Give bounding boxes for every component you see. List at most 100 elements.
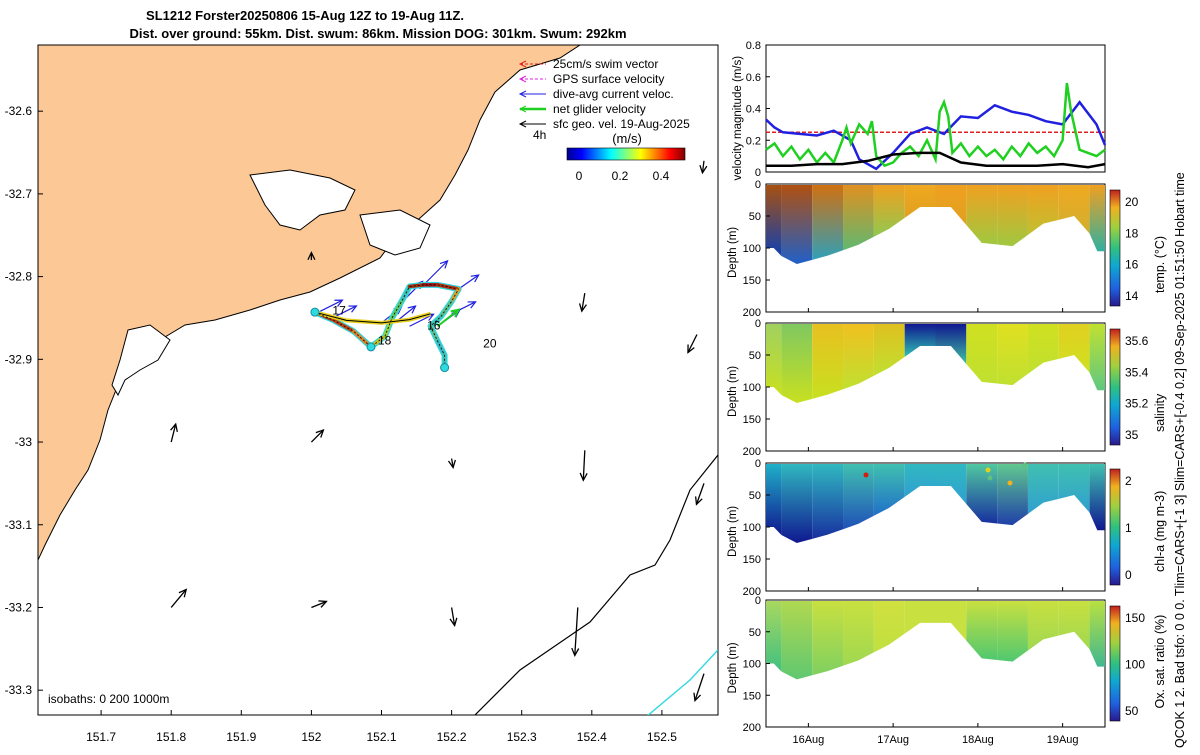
isobath-200 [474,454,718,715]
chl-speckle-3 [863,472,869,478]
sec2-ytick-1: 50 [749,490,761,502]
map-xtick-8: 152.5 [647,730,677,744]
sec1-cbar-tick-0: 35 [1125,428,1139,442]
day-label-16: 16 [427,319,441,333]
sec0-cbar-tick-3: 20 [1125,195,1139,209]
date-tick-0: 16Aug [792,734,824,746]
vel-ytick-1: 0.2 [746,135,761,147]
sec0-cbar-tick-0: 14 [1125,289,1139,303]
sec2-cbar-tick-1: 1 [1125,521,1132,535]
sec0-ytick-4: 200 [743,307,761,319]
sec2-colorbar [1109,468,1121,586]
section-column-6 [935,324,967,364]
sec2-ylabel: Depth (m) [727,506,739,557]
corner-4h-label: 4h [533,128,546,142]
section-column-0 [766,601,782,672]
day-label-17: 17 [332,304,346,318]
sec3-colorbar [1109,605,1121,722]
date-tick-3: 19Aug [1047,734,1079,746]
sec2-cbar-tick-2: 2 [1125,474,1132,488]
colorbar-title: (m/s) [612,131,642,146]
track-waypoint-2 [440,363,450,373]
section-column-4 [873,464,905,516]
track-waypoint-1 [366,342,376,352]
section-oxygen-saturation: 0 50 100 150 200 Depth (m) 50 100 150 Ox. sat. ra… [727,595,1167,746]
map-ytick-0: -32.6 [5,104,33,118]
section-column-1 [781,185,813,264]
sec1-colorbar [1109,328,1121,446]
section-column-0 [766,324,782,395]
section-column-5 [904,601,936,634]
map-panel: 17 18 16 20 151.7 151.8 151.9 152 152.1 152.2 152… [5,44,719,744]
map-ytick-3: -32.9 [5,352,33,366]
legend-arrowhead-3 [518,105,527,113]
isobaths-label: isobaths: 0 200 1000m [48,692,169,706]
lake-1 [249,169,356,231]
estuary [111,324,171,397]
section-column-7 [966,601,998,661]
legend-arrowhead-4 [518,120,527,128]
geo-arrow-2 [447,458,456,470]
sec1-cbar-label: salinity [1153,393,1167,432]
section-column-8 [997,601,1028,662]
section-column-10 [1058,464,1090,513]
section-column-2 [812,185,844,260]
sec0-colorbar [1109,189,1121,307]
sec1-ytick-2: 100 [743,382,761,394]
section-column-11 [1089,601,1105,667]
sec0-ytick-2: 100 [743,243,761,255]
geo-arrow-11 [693,673,705,703]
sec3-cbar-label: Ox. sat. ratio (%) [1153,615,1167,709]
chl-speckle-1 [987,475,993,481]
section-column-3 [843,601,874,666]
legend-arrowhead-0 [518,60,527,68]
section-column-8 [997,464,1028,526]
sec0-ytick-0: 0 [755,179,761,191]
vel-ylabel: velocity magnitude (m/s) [732,56,744,181]
section-column-2 [812,324,844,399]
section-column-7 [966,185,998,245]
legend-label-4: sfc geo. vel. 19-Aug-2025 [553,117,690,131]
sec3-cbar-tick-1: 100 [1125,658,1145,672]
section-column-4 [873,601,905,653]
section-column-6 [935,185,967,225]
sec1-ytick-4: 200 [743,446,761,458]
map-xtick-7: 152.4 [577,730,607,744]
current-arrows [170,160,708,703]
vel-ytick-0: 0 [755,167,761,179]
sec2-ytick-0: 0 [755,458,761,470]
geo-arrow-1 [310,428,325,443]
cbar-tick-04: 0.4 [653,169,670,183]
section-salinity: 0 50 100 150 200 Depth (m) 35 35.2 35.4 35.6 salin… [727,318,1167,458]
legend-arrowhead-2 [518,90,527,98]
section-column-8 [997,324,1028,386]
sec3-ytick-3: 150 [743,690,761,702]
section-column-7 [966,324,998,384]
section-column-4 [873,185,905,237]
map-axes: 151.7 151.8 151.9 152 152.1 152.2 152.3 152.4 15… [5,104,678,744]
section-column-3 [843,185,874,251]
map-ytick-1: -32.7 [5,187,33,201]
section-column-5 [904,324,936,357]
section-column-3 [843,324,874,390]
sec1-ytick-1: 50 [749,350,761,362]
section-column-0 [766,464,782,535]
section-column-5 [904,185,936,218]
vel-series-2 [765,82,1106,168]
lake-2 [359,209,431,256]
section-column-10 [1058,601,1090,650]
geo-arrow-10 [694,483,705,506]
section-column-6 [935,601,967,641]
day-labels: 17 18 16 20 [332,304,496,351]
section-column-8 [997,185,1028,247]
map-ytick-4: -33 [15,435,33,449]
sec3-cbar-tick-2: 150 [1125,611,1145,625]
section-column-1 [781,324,813,403]
map-ytick-2: -32.8 [5,270,33,284]
date-tick-1: 17Aug [877,734,909,746]
map-xtick-3: 152 [301,730,321,744]
map-ytick-7: -33.3 [5,683,33,697]
current-arrow-7 [458,274,480,290]
